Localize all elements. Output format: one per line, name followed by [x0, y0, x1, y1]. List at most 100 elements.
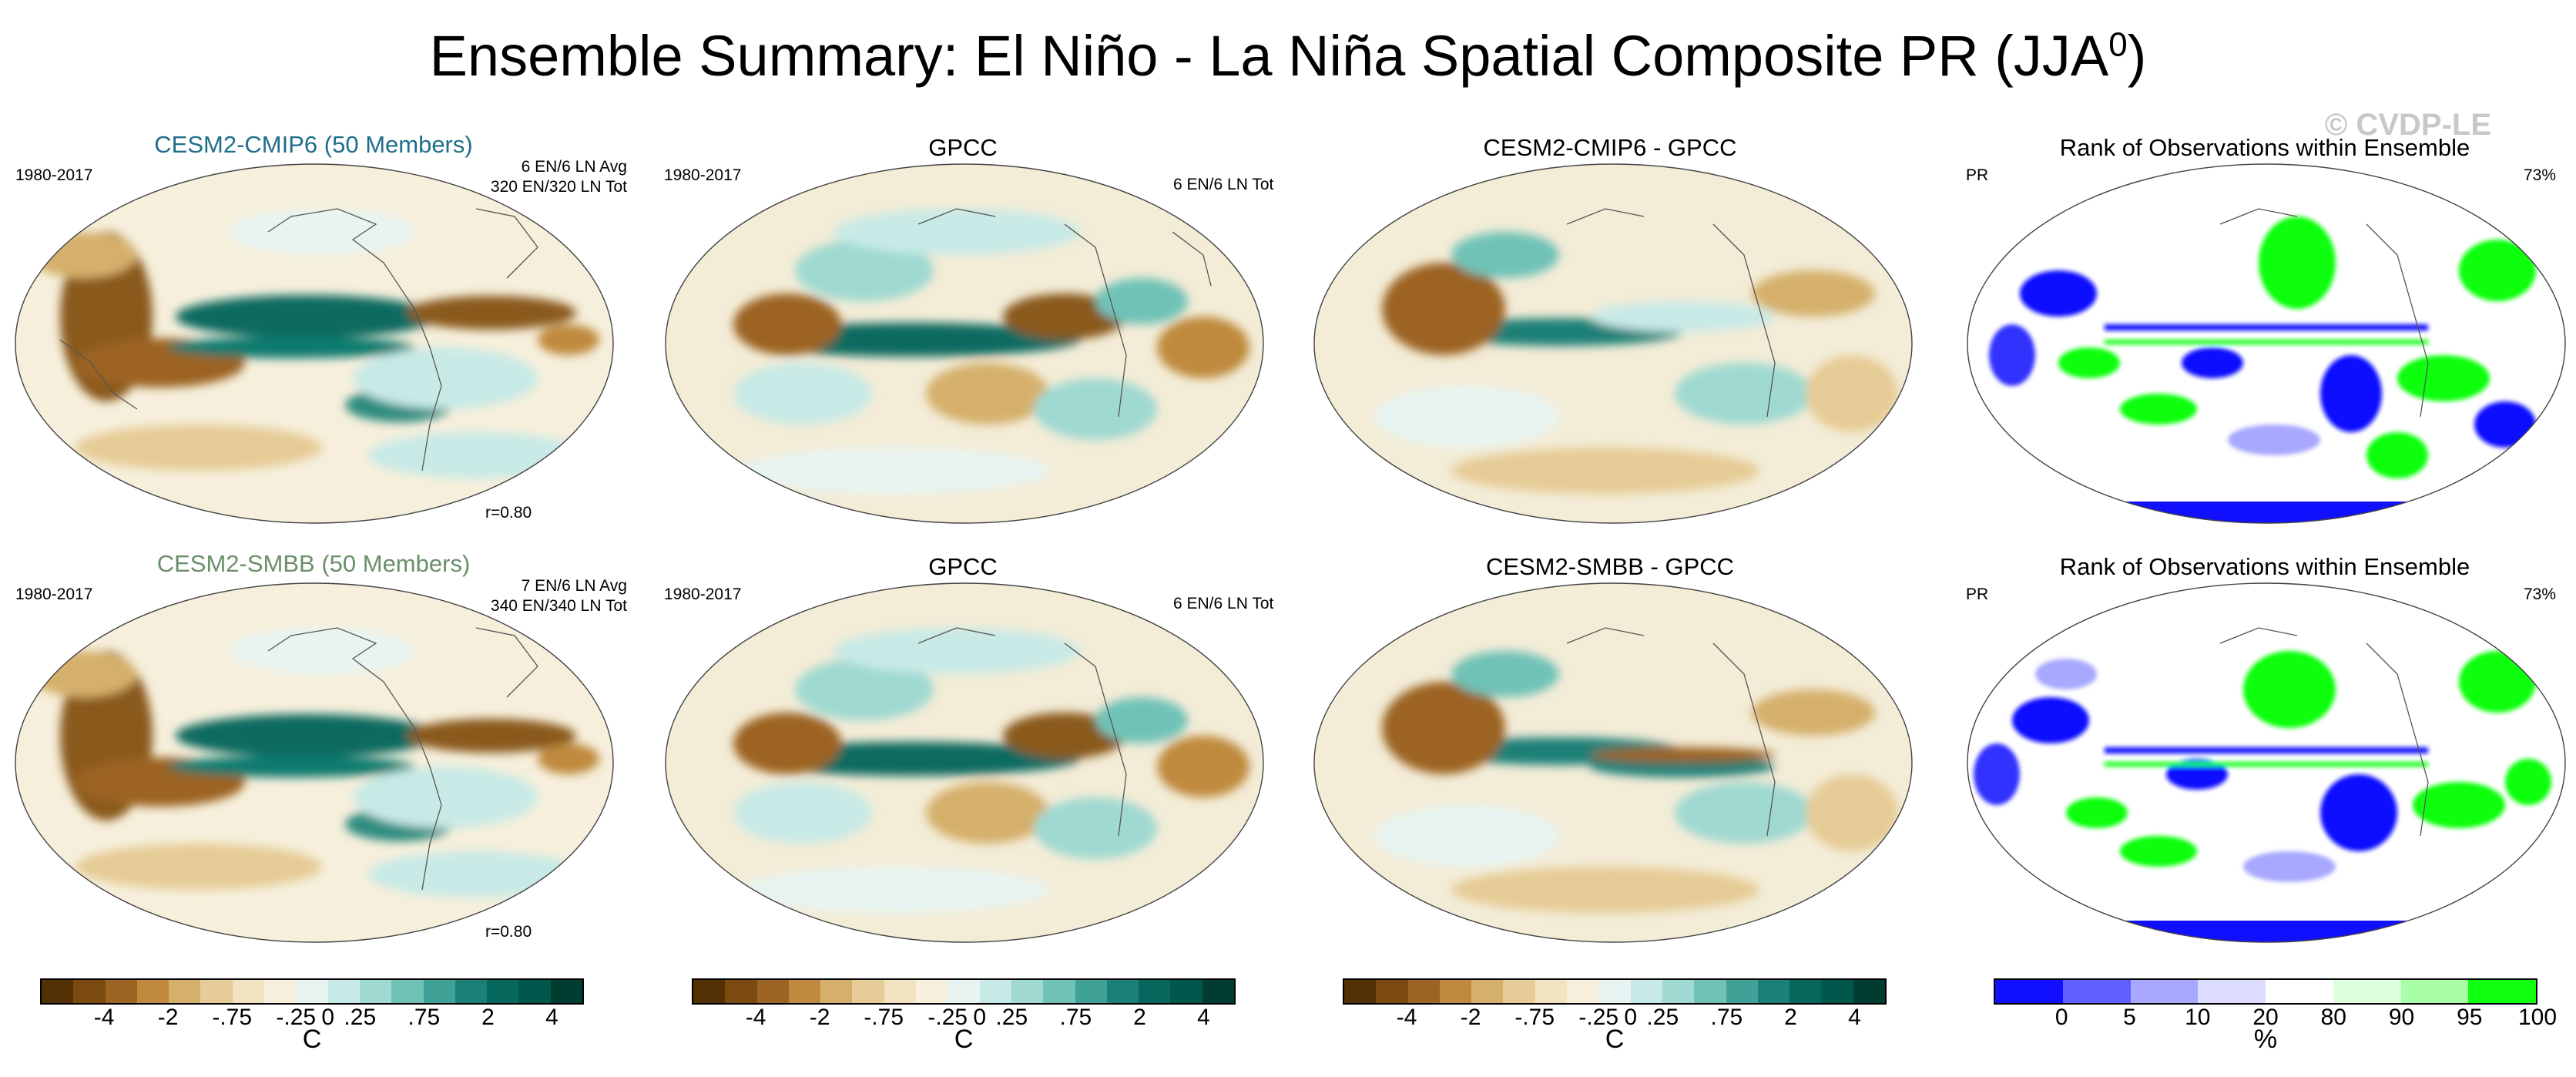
colorbar-swatch	[788, 980, 821, 1003]
colorbar-pr-1	[40, 978, 584, 1005]
map-obs-2	[665, 582, 1264, 943]
colorbar-swatch	[1598, 980, 1631, 1003]
colorbar-swatch	[820, 980, 853, 1003]
colorbar-unit: C	[302, 1025, 322, 1054]
colorbar-swatch	[1043, 980, 1075, 1003]
rank-panel-title: Rank of Observations within Ensemble	[2059, 134, 2470, 161]
colorbar-tick-label: -.25	[1578, 1005, 1619, 1030]
colorbar-swatch	[1202, 980, 1235, 1003]
colorbar-tick-label: -2	[157, 1005, 179, 1030]
watermark: © CVDP-LE	[2324, 108, 2491, 142]
colorbar-swatch	[2400, 980, 2469, 1003]
colorbar-swatch	[1439, 980, 1472, 1003]
colorbar-tick-label: -4	[1396, 1005, 1417, 1030]
colorbar-tick-label: 10	[2185, 1005, 2211, 1030]
colorbar-swatch	[1535, 980, 1568, 1003]
obs-info: 6 EN/6 LN Tot	[1173, 595, 1274, 612]
period-label: 1980-2017	[664, 166, 742, 184]
period-label: 1980-2017	[15, 166, 93, 184]
colorbar-unit: C	[954, 1025, 974, 1054]
colorbar-tick-label: 0	[2054, 1005, 2068, 1030]
colorbar-swatch	[518, 980, 551, 1003]
colorbar-tick-label: .25	[995, 1005, 1028, 1030]
colorbar-tick-label: .25	[344, 1005, 377, 1030]
colorbar-tick-label: 2	[481, 1005, 495, 1030]
colorbar-tick-label: -.75	[212, 1005, 253, 1030]
ensemble-info: 7 EN/6 LN Avg 340 EN/340 LN Tot	[490, 577, 627, 615]
colorbar-swatch	[2468, 980, 2536, 1003]
colorbar-swatch	[2333, 980, 2401, 1003]
colorbar-swatch	[1170, 980, 1202, 1003]
colorbar-swatch	[200, 980, 233, 1003]
colorbar-swatch	[42, 980, 74, 1003]
map-rank-1	[1967, 163, 2566, 524]
rank-var-label: PR	[1966, 166, 1989, 184]
rank-pct-label: 73%	[2524, 166, 2557, 184]
colorbar-tick-label: -.75	[864, 1005, 904, 1030]
colorbar-tick-label: 0	[973, 1005, 987, 1030]
colorbar-swatch	[2062, 980, 2131, 1003]
colorbar-swatch	[1106, 980, 1139, 1003]
colorbar-swatch	[136, 980, 169, 1003]
colorbar-swatch	[1075, 980, 1107, 1003]
colorbar-swatch	[423, 980, 455, 1003]
obs-panel-title: GPCC	[928, 553, 998, 580]
colorbar-swatch	[232, 980, 265, 1003]
colorbar-swatch	[725, 980, 757, 1003]
colorbar-tick-label: -2	[1460, 1005, 1481, 1030]
colorbar-swatch	[2266, 980, 2333, 1003]
rank-var-label: PR	[1966, 585, 1989, 603]
colorbar-unit: C	[1605, 1025, 1625, 1054]
colorbar-swatch	[327, 980, 360, 1003]
obs-panel-title: GPCC	[928, 134, 998, 161]
colorbar-tick-label: -2	[809, 1005, 830, 1030]
obs-info: 6 EN/6 LN Tot	[1173, 176, 1274, 193]
diff-panel-title: CESM2-CMIP6 - GPCC	[1483, 134, 1737, 161]
colorbar-tick-label: -4	[745, 1005, 766, 1030]
colorbar-swatch	[1503, 980, 1535, 1003]
colorbar-swatch	[1471, 980, 1504, 1003]
model-panel-title: CESM2-CMIP6 (50 Members)	[154, 131, 473, 158]
colorbar-tick-label: 4	[1197, 1005, 1210, 1030]
colorbar-swatch	[1630, 980, 1662, 1003]
colorbar-tick-label: 4	[545, 1005, 558, 1030]
colorbar-swatch	[105, 980, 137, 1003]
colorbar-tick-label: 20	[2252, 1005, 2279, 1030]
colorbar-tick-label: -.75	[1514, 1005, 1555, 1030]
colorbar-tick-label: 95	[2457, 1005, 2483, 1030]
colorbar-swatch	[1011, 980, 1044, 1003]
colorbar-tick-label: -.25	[927, 1005, 968, 1030]
model-panel-title: CESM2-SMBB (50 Members)	[157, 550, 471, 578]
correlation-label: r=0.80	[485, 923, 532, 941]
colorbar-swatch	[1376, 980, 1408, 1003]
colorbar-swatch	[1757, 980, 1790, 1003]
colorbar-swatch	[1344, 980, 1377, 1003]
colorbar-tick-label: 100	[2517, 1005, 2558, 1030]
colorbar-tick-label: 5	[2123, 1005, 2136, 1030]
correlation-label: r=0.80	[485, 504, 532, 522]
map-model-2	[15, 582, 614, 943]
colorbar-tick-label: -.25	[276, 1005, 317, 1030]
colorbar-swatch	[73, 980, 106, 1003]
colorbar-swatch	[884, 980, 917, 1003]
colorbar-tick-label: .75	[1059, 1005, 1092, 1030]
diff-panel-title: CESM2-SMBB - GPCC	[1485, 553, 1735, 580]
model-name-text: CESM2-SMBB (50 Members)	[156, 550, 471, 577]
colorbar-pr-2	[692, 978, 1236, 1005]
colorbar-swatch	[264, 980, 297, 1003]
colorbar-swatch	[948, 980, 980, 1003]
colorbar-swatch	[1789, 980, 1822, 1003]
colorbar-swatch	[169, 980, 201, 1003]
colorbar-swatch	[550, 980, 583, 1003]
map-diff-1	[1313, 163, 1913, 524]
colorbar-swatch	[1694, 980, 1726, 1003]
period-label: 1980-2017	[664, 585, 742, 603]
colorbar-swatch	[979, 980, 1011, 1003]
colorbar-swatch	[1995, 980, 2063, 1003]
map-rank-2	[1967, 582, 2566, 943]
colorbar-swatch	[693, 980, 726, 1003]
colorbar-swatch	[2130, 980, 2199, 1003]
colorbar-tick-label: 4	[1848, 1005, 1861, 1030]
colorbar-swatch	[756, 980, 789, 1003]
colorbar-swatch	[391, 980, 424, 1003]
